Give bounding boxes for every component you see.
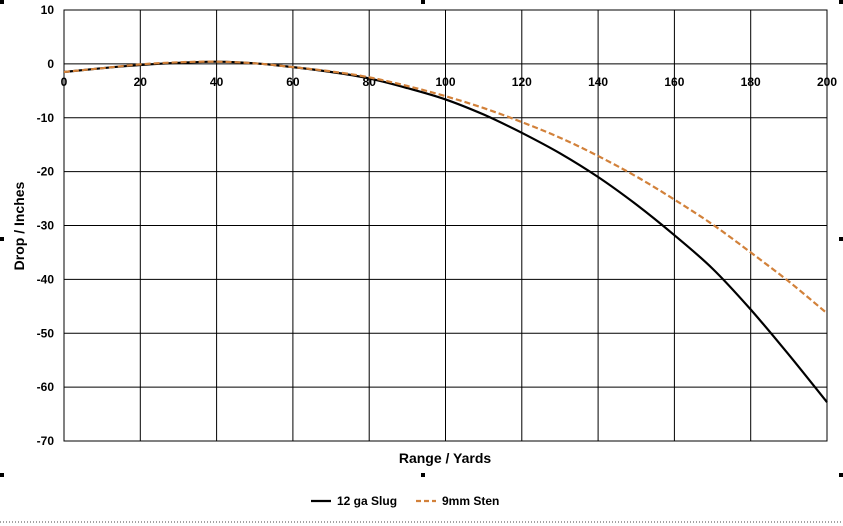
legend-label-12-ga-slug: 12 ga Slug: [337, 494, 397, 508]
selection-handle-icon[interactable]: [0, 473, 4, 477]
selection-handle-icon[interactable]: [421, 0, 425, 4]
selection-handle-icon[interactable]: [839, 237, 843, 241]
x-tick-label: 120: [512, 75, 532, 89]
x-tick-label: 140: [588, 75, 608, 89]
x-tick-label: 160: [664, 75, 684, 89]
series-line-9mm-sten: [63, 60, 828, 315]
y-axis-title: Drop / Inches: [11, 181, 27, 270]
y-tick-label: 10: [41, 3, 55, 17]
y-tick-label: 0: [47, 57, 54, 71]
x-tick-label: 0: [61, 75, 68, 89]
x-tick-label: 200: [817, 75, 837, 89]
x-tick-label: 40: [210, 75, 224, 89]
selection-handle-icon[interactable]: [0, 237, 4, 241]
series-line-12-ga-slug: [63, 60, 828, 403]
grid: [63, 9, 828, 442]
legend: 12 ga Slug 9mm Sten: [311, 494, 499, 508]
selection-handle-icon[interactable]: [421, 473, 425, 477]
y-tick-label: -70: [37, 434, 55, 448]
y-tick-label: -30: [37, 219, 55, 233]
series-lines: [63, 60, 828, 403]
x-tick-label: 100: [435, 75, 455, 89]
selection-handle-icon[interactable]: [839, 473, 843, 477]
selection-handles[interactable]: [0, 0, 843, 477]
selection-handle-icon[interactable]: [0, 0, 4, 4]
x-tick-label: 180: [741, 75, 761, 89]
x-tick-label: 20: [134, 75, 148, 89]
selection-handle-icon[interactable]: [839, 0, 843, 4]
y-tick-label: -10: [37, 111, 55, 125]
y-tick-label: -50: [37, 326, 55, 340]
y-tick-label: -40: [37, 272, 55, 286]
legend-label-9mm-sten: 9mm Sten: [442, 494, 499, 508]
x-tick-label: 60: [286, 75, 300, 89]
y-tick-label: -60: [37, 380, 55, 394]
y-tick-labels: 10 0 -10 -20 -30 -40 -50 -60 -70: [37, 3, 55, 448]
x-axis-title: Range / Yards: [399, 450, 492, 466]
y-tick-label: -20: [37, 165, 55, 179]
